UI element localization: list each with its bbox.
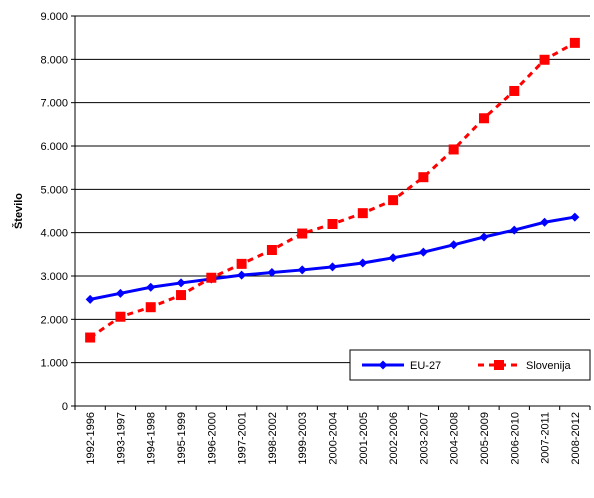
data-series bbox=[85, 37, 580, 343]
y-tick-label: 5.000 bbox=[40, 184, 68, 196]
data-point bbox=[297, 228, 308, 239]
x-tick-label: 2001-2005 bbox=[358, 412, 370, 465]
data-point bbox=[236, 258, 247, 269]
data-point bbox=[539, 54, 550, 65]
series-slovenija bbox=[85, 37, 580, 343]
data-point bbox=[357, 208, 368, 219]
x-tick-label: 2006-2010 bbox=[509, 412, 521, 465]
data-point bbox=[358, 258, 368, 268]
y-tick-label: 4.000 bbox=[40, 228, 68, 240]
data-point bbox=[509, 225, 519, 235]
data-point bbox=[145, 302, 156, 313]
data-point bbox=[388, 253, 398, 263]
y-tick-label: 6.000 bbox=[40, 141, 68, 153]
data-point bbox=[479, 232, 489, 242]
x-tick-label: 1998-2002 bbox=[267, 412, 279, 465]
x-tick-label: 1997-2001 bbox=[237, 412, 249, 465]
grid-lines bbox=[75, 15, 590, 364]
x-tick-label: 1995-1999 bbox=[176, 412, 188, 465]
data-point bbox=[509, 85, 520, 96]
data-point bbox=[146, 282, 156, 292]
data-point bbox=[328, 262, 337, 272]
y-tick-label: 1.000 bbox=[40, 358, 68, 370]
legend-label: Slovenija bbox=[526, 360, 572, 372]
data-point bbox=[540, 217, 550, 227]
series-line bbox=[89, 215, 576, 301]
legend-marker bbox=[378, 360, 388, 370]
x-tick-label: 2005-2009 bbox=[479, 412, 491, 465]
x-tick-label: 1996-2000 bbox=[206, 412, 218, 465]
y-tick-label: 0 bbox=[62, 401, 68, 413]
data-point bbox=[85, 332, 96, 343]
data-point bbox=[418, 172, 429, 183]
data-point bbox=[388, 195, 399, 206]
data-point bbox=[570, 212, 580, 222]
x-tick-label: 2000-2004 bbox=[328, 412, 340, 465]
x-tick-label: 2008-2012 bbox=[570, 412, 582, 465]
series-line bbox=[89, 41, 576, 339]
legend: EU-27 Slovenija bbox=[349, 349, 591, 381]
y-tick-label: 7.000 bbox=[40, 98, 68, 110]
x-tick-label: 1993-1997 bbox=[115, 412, 127, 465]
axis-labels: 0 1.000 2.000 3.000 4.000 5.000 6.000 7.000 8.00… bbox=[12, 11, 582, 465]
data-point bbox=[237, 270, 247, 280]
legend-label: EU-27 bbox=[410, 360, 441, 372]
data-point bbox=[448, 144, 459, 155]
data-point bbox=[297, 265, 307, 275]
data-point bbox=[478, 113, 489, 124]
y-tick-label: 9.000 bbox=[40, 11, 68, 23]
y-tick-label: 8.000 bbox=[40, 54, 68, 66]
data-point bbox=[176, 278, 186, 288]
data-point bbox=[266, 245, 277, 255]
x-tick-label: 2002-2006 bbox=[388, 412, 400, 465]
x-tick-label: 1994-1998 bbox=[146, 412, 158, 465]
x-tick-label: 1992-1996 bbox=[85, 412, 97, 465]
y-tick-label: 2.000 bbox=[40, 314, 68, 326]
x-tick-label: 2003-2007 bbox=[418, 412, 430, 465]
y-tick-label: 3.000 bbox=[40, 271, 68, 283]
data-point bbox=[267, 268, 277, 278]
data-point bbox=[569, 37, 580, 48]
data-point bbox=[115, 311, 126, 322]
data-point bbox=[85, 294, 95, 304]
data-point bbox=[176, 290, 187, 301]
x-tick-label: 2004-2008 bbox=[449, 412, 461, 465]
x-tick-label: 2007-2011 bbox=[540, 412, 552, 464]
x-tick-label: 1999-2003 bbox=[297, 412, 309, 465]
data-point bbox=[449, 240, 459, 250]
legend-marker bbox=[494, 360, 504, 370]
data-point bbox=[418, 247, 428, 257]
axes bbox=[71, 15, 591, 410]
data-point bbox=[327, 219, 338, 229]
y-axis-title: Število bbox=[12, 193, 25, 229]
data-point bbox=[206, 272, 217, 283]
data-point bbox=[115, 288, 125, 298]
